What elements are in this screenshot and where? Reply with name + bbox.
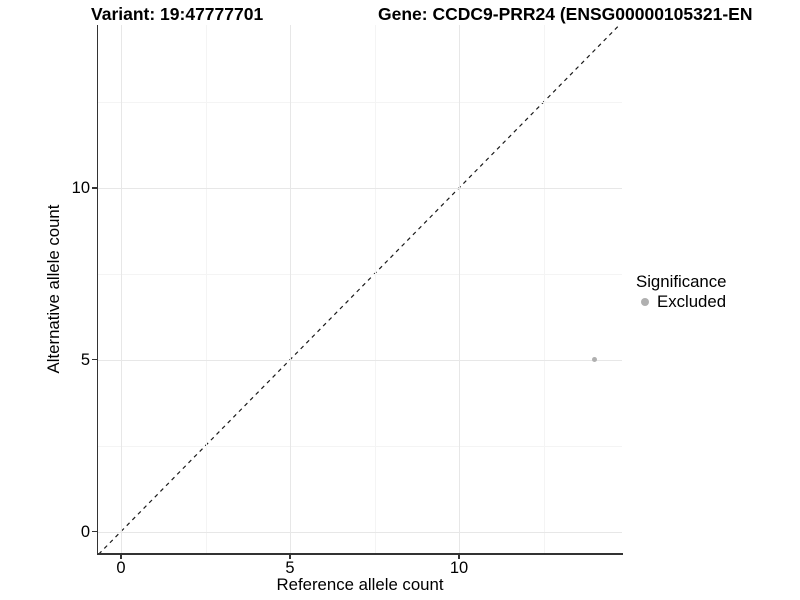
gridline-x-major — [290, 25, 291, 554]
legend-key-dot-icon — [641, 297, 649, 306]
gridline-x-minor — [205, 25, 207, 554]
gridline-y-minor — [98, 273, 622, 275]
x-tick-mark — [458, 554, 460, 559]
legend-title: Significance — [636, 272, 727, 291]
y-axis-title: Alternative allele count — [44, 204, 63, 374]
gridline-y-minor — [98, 445, 622, 447]
y-tick-mark — [92, 530, 97, 533]
x-tick-mark — [120, 554, 122, 559]
plot-title-variant: Variant: 19:47777701 — [91, 4, 264, 24]
plot-panel — [98, 24, 622, 555]
plot-title-gene: Gene: CCDC9-PRR24 (ENSG00000105321-EN — [378, 4, 753, 24]
gridline-x-major — [121, 25, 122, 554]
gridline-y-major — [98, 359, 622, 361]
gridline-y-major — [98, 531, 622, 533]
y-tick-label: 5 — [80, 350, 90, 369]
y-tick-mark — [92, 187, 97, 189]
gridline-y-minor — [98, 102, 622, 104]
legend-entry-label: Excluded — [657, 292, 727, 311]
data-point — [591, 357, 597, 363]
x-axis-title: Reference allele count — [276, 575, 444, 594]
identity-reference-line — [98, 24, 620, 555]
x-tick-label: 5 — [285, 559, 295, 577]
y-tick-label: 0 — [80, 522, 90, 541]
x-tick-label: 10 — [449, 559, 469, 577]
x-tick-label: 0 — [116, 559, 126, 577]
x-tick-mark — [289, 554, 291, 559]
gridline-x-major — [459, 25, 460, 554]
y-tick-mark — [92, 359, 97, 361]
y-axis-line — [97, 25, 99, 555]
y-tick-label: 10 — [71, 179, 90, 197]
gridline-x-minor — [543, 25, 545, 554]
gridline-x-minor — [374, 25, 376, 554]
gridline-y-major — [98, 188, 622, 189]
x-axis-line — [97, 553, 623, 555]
